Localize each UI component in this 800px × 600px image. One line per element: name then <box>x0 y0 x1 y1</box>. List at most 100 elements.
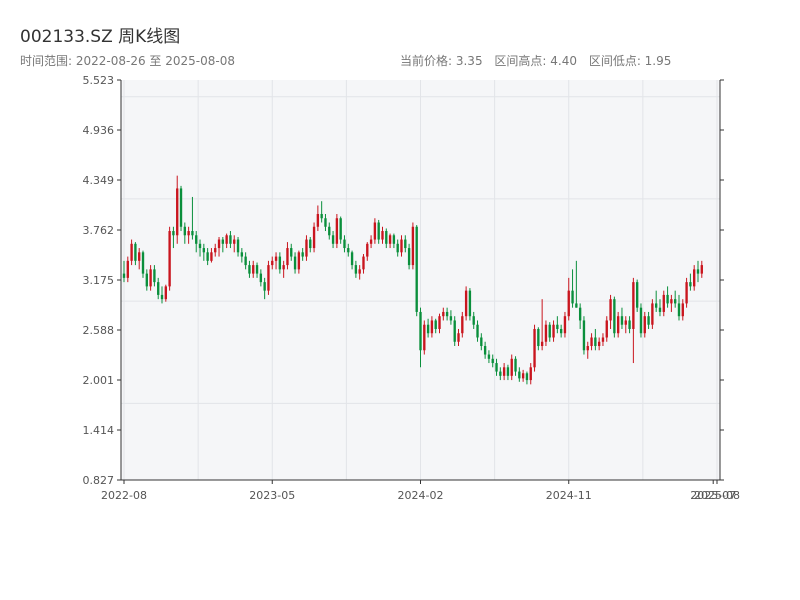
candle-body <box>506 367 510 376</box>
candle <box>210 248 213 263</box>
candle <box>130 239 133 266</box>
candle-body <box>635 282 639 308</box>
candle-body <box>335 218 339 244</box>
candle <box>388 233 392 249</box>
candle-body <box>366 243 369 257</box>
candle-body <box>491 358 494 364</box>
candle <box>153 265 156 287</box>
candle <box>160 286 164 304</box>
candle-body <box>575 303 578 308</box>
candle-body <box>426 324 430 334</box>
candle <box>377 219 380 244</box>
candle-body <box>145 273 148 287</box>
candle <box>662 290 665 317</box>
candle-body <box>195 235 198 244</box>
candle-body <box>632 282 635 329</box>
candle <box>324 213 327 232</box>
candle-body <box>233 239 236 244</box>
candle <box>240 248 244 263</box>
candle <box>419 307 422 368</box>
candle <box>168 226 171 291</box>
candle-body <box>578 307 582 321</box>
candle-body <box>388 235 392 244</box>
candle-body <box>696 269 700 274</box>
candle-body <box>457 333 460 342</box>
candle <box>480 333 483 351</box>
candle-body <box>537 328 540 347</box>
candle <box>700 260 703 278</box>
candle-body <box>286 248 289 266</box>
x-tick-label: 2025-07 <box>690 489 736 502</box>
candle <box>620 307 624 329</box>
candle <box>445 307 449 321</box>
candle-body <box>681 303 684 317</box>
candle-body <box>274 256 278 261</box>
candle-body <box>122 273 126 278</box>
y-tick-label: 3.762 <box>83 224 115 237</box>
candle-body <box>350 252 354 266</box>
candle <box>499 367 502 381</box>
candle <box>183 222 187 244</box>
candle <box>537 327 540 351</box>
candle-body <box>445 311 449 317</box>
candle <box>491 354 494 368</box>
candle <box>533 324 536 372</box>
candle-body <box>259 273 263 283</box>
candle-body <box>419 311 422 351</box>
candle <box>233 235 236 253</box>
candle-body <box>138 252 141 261</box>
candle <box>157 277 160 300</box>
candle <box>385 228 388 249</box>
candle <box>179 185 183 232</box>
candle-body <box>312 226 316 249</box>
candle <box>358 265 361 280</box>
candle-body <box>263 282 266 291</box>
candle-body <box>255 265 259 274</box>
candle <box>693 265 696 291</box>
candle-body <box>643 316 646 334</box>
candle <box>483 341 487 359</box>
x-tick-label: 2023-05 <box>249 489 295 502</box>
candle <box>468 288 472 321</box>
candle-body <box>700 265 703 274</box>
candle-body <box>217 239 221 249</box>
candle <box>521 369 525 382</box>
candle-body <box>658 307 662 312</box>
candle <box>582 316 586 355</box>
candle-body <box>392 235 396 244</box>
candle-body <box>594 337 597 347</box>
candle <box>202 243 206 261</box>
candle <box>552 320 555 342</box>
candle <box>206 248 209 266</box>
candle-body <box>157 282 160 295</box>
candle-body <box>198 243 202 249</box>
candle-body <box>358 269 361 274</box>
y-tick-label: 2.588 <box>83 324 115 337</box>
candle-body <box>647 316 650 325</box>
candle-body <box>324 218 327 227</box>
candle-body <box>328 226 331 236</box>
x-tick-label: 2024-02 <box>398 489 444 502</box>
candle <box>248 260 251 278</box>
candle <box>373 218 377 244</box>
candle-body <box>240 252 244 257</box>
candle-body <box>282 265 285 270</box>
candle <box>267 260 270 295</box>
candle <box>214 243 217 257</box>
candle-body <box>567 290 570 317</box>
candle-body <box>160 294 164 300</box>
candle-body <box>597 341 601 347</box>
candle-body <box>586 346 589 351</box>
candle-body <box>464 290 468 317</box>
candle-body <box>453 320 456 342</box>
candle-body <box>559 328 563 334</box>
candle-body <box>407 248 411 266</box>
candle-body <box>552 324 555 338</box>
candle-body <box>677 303 681 317</box>
candle-body <box>502 367 506 376</box>
candle-body <box>130 243 133 261</box>
candle <box>335 213 339 249</box>
candle <box>605 316 608 342</box>
candle-body <box>544 324 548 342</box>
